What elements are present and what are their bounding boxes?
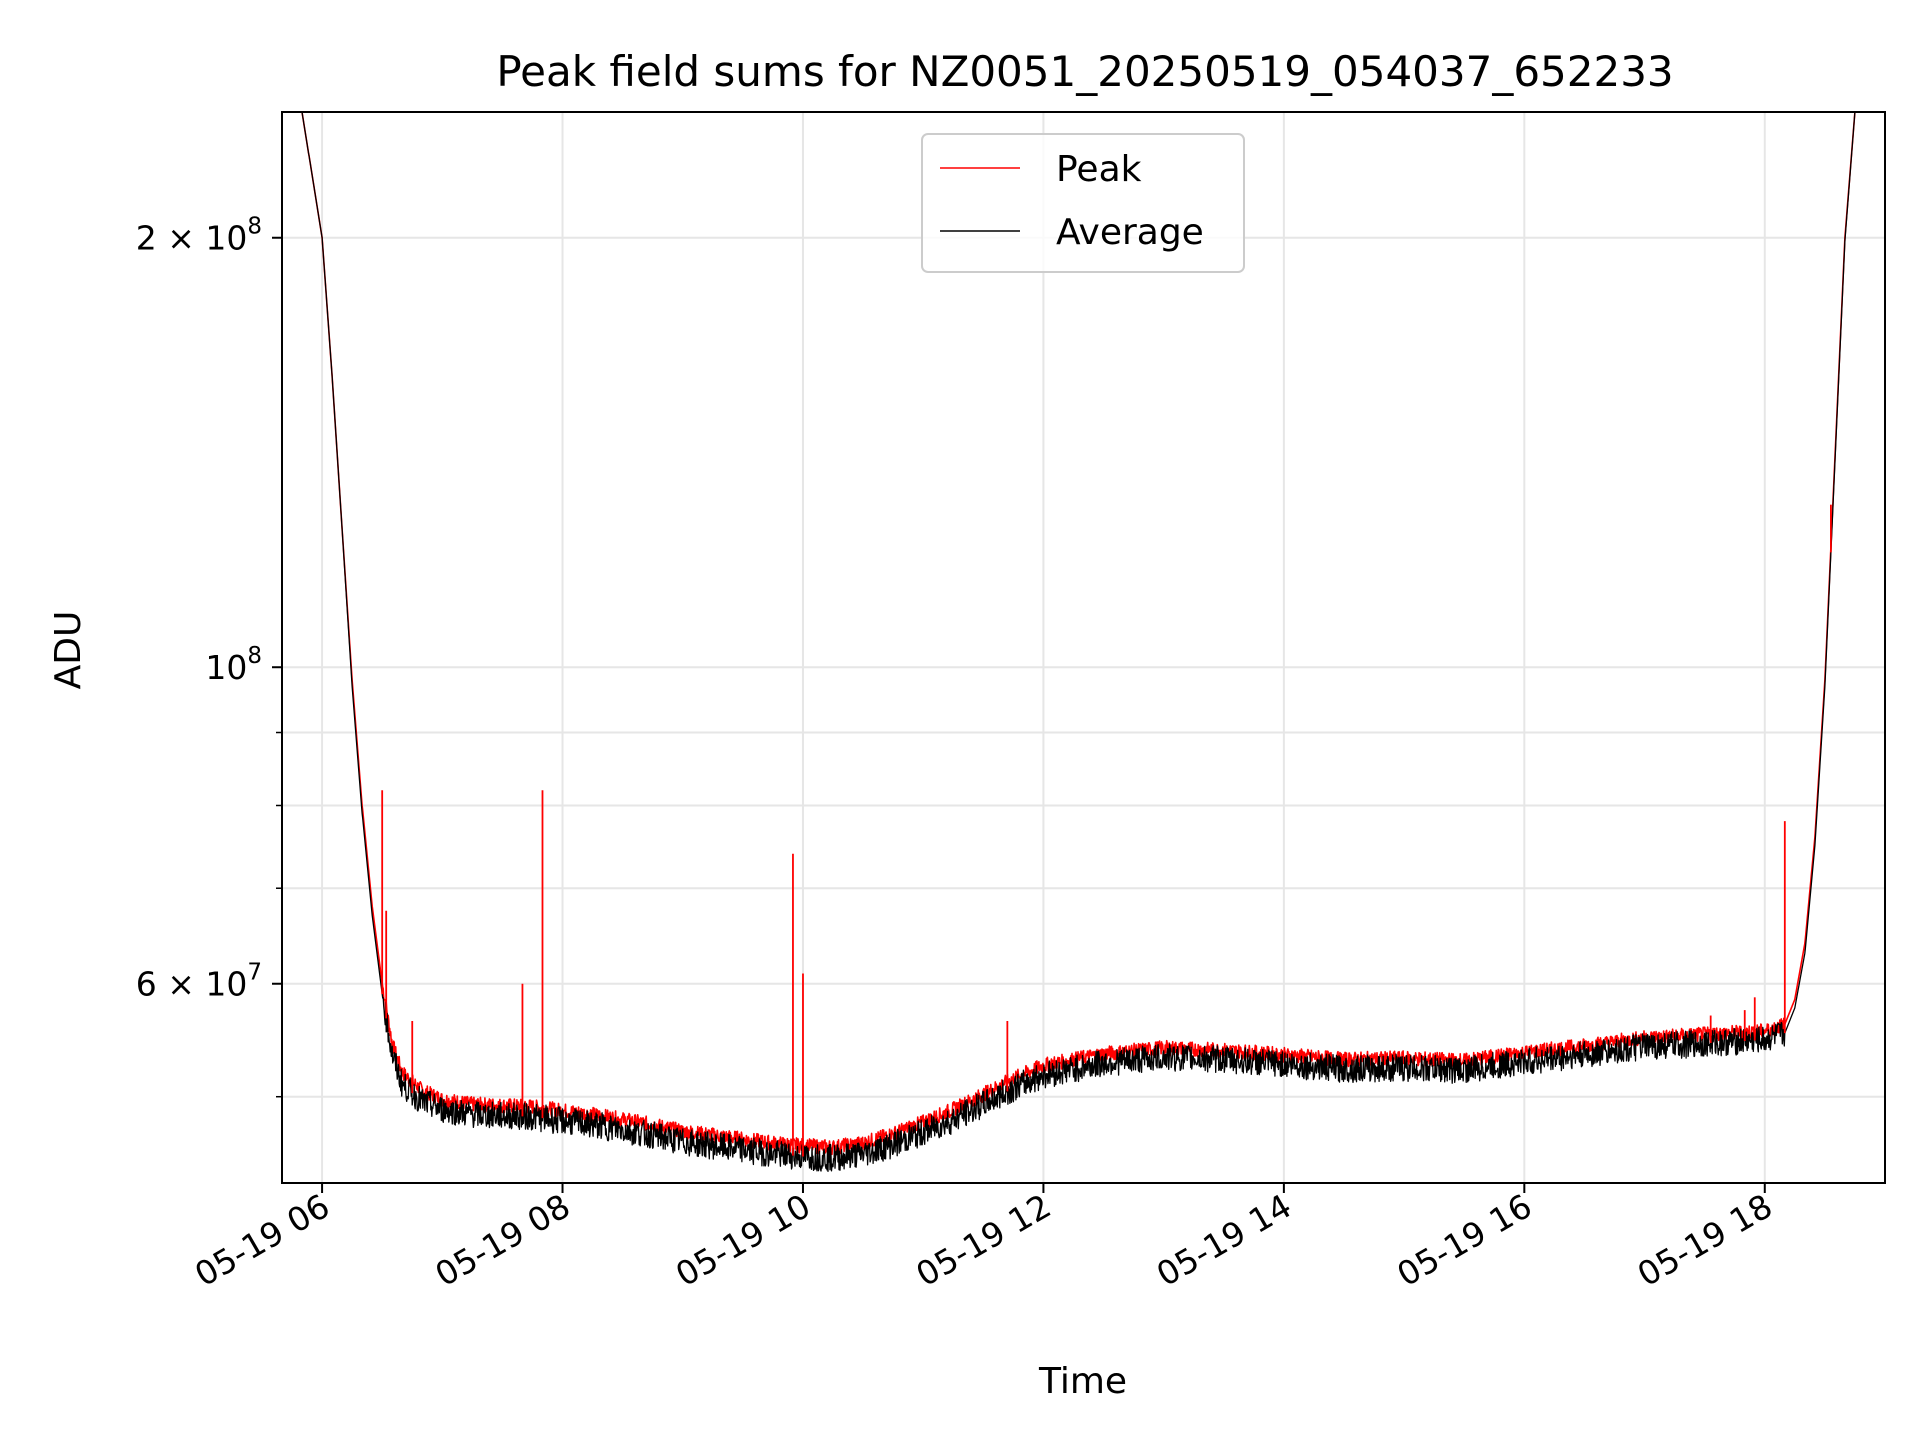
x-axis-label: Time — [1038, 1361, 1127, 1402]
legend-label-average: Average — [1056, 212, 1204, 253]
grid — [282, 112, 1885, 1183]
y-tick-label: 2 × 108 — [136, 214, 262, 258]
axes-frame — [281, 111, 1886, 1184]
legend: Peak Average — [921, 133, 1245, 273]
series-line-peak — [282, 112, 1885, 1156]
y-axis-label: ADU — [48, 611, 89, 690]
y-tick-label: 6 × 107 — [136, 960, 262, 1004]
plot-area — [282, 112, 1885, 1172]
y-tick-label: 108 — [205, 643, 262, 687]
legend-label-peak: Peak — [1056, 149, 1142, 190]
chart-title: Peak field sums for NZ0051_20250519_0540… — [496, 47, 1673, 96]
series-line-average — [282, 112, 1885, 1172]
